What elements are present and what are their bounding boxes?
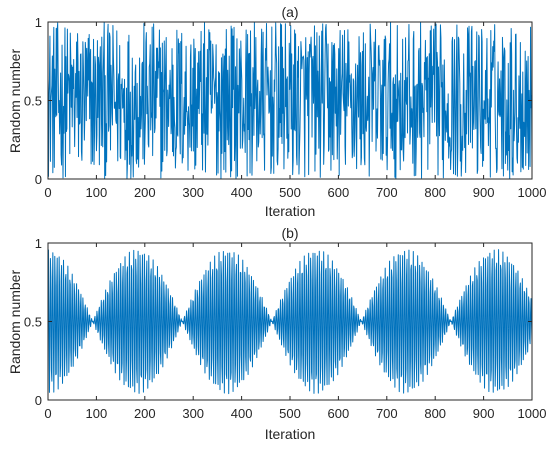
panel-b-x-tick-label: 1000 bbox=[518, 406, 547, 421]
panel-a-x-tick-label: 500 bbox=[279, 185, 301, 200]
panel-a-x-tick-label: 700 bbox=[376, 185, 398, 200]
panel-b-x-tick-label: 600 bbox=[328, 406, 350, 421]
panel-a: (a) Iteration Random number 0 100 200 300 40… bbox=[7, 4, 546, 219]
panel-a-x-tick-label: 1000 bbox=[518, 185, 547, 200]
panel-a-x-tick-label: 100 bbox=[86, 185, 108, 200]
panel-b-ylabel: Random number bbox=[7, 270, 23, 375]
panel-a-x-tick-label: 0 bbox=[44, 185, 51, 200]
panel-a-x-tick-label: 200 bbox=[134, 185, 156, 200]
panel-a-xlabel: Iteration bbox=[265, 203, 316, 219]
panel-a-x-tick-label: 300 bbox=[182, 185, 204, 200]
panel-a-x-tick-label: 400 bbox=[231, 185, 253, 200]
panel-b-x-tick-label: 400 bbox=[231, 406, 253, 421]
panel-b-title: (b) bbox=[281, 225, 298, 241]
panel-b-x-tick-label: 900 bbox=[473, 406, 495, 421]
panel-b-series-line bbox=[47, 249, 533, 395]
panel-b-y-tick-label: 0 bbox=[35, 393, 42, 408]
panel-b-y-tick-label: 0.5 bbox=[24, 315, 42, 330]
panel-b-x-tick-label: 200 bbox=[134, 406, 156, 421]
panel-a-x-tick-label: 800 bbox=[424, 185, 446, 200]
panel-b-x-tick-label: 100 bbox=[86, 406, 108, 421]
panel-b-x-tick-label: 0 bbox=[44, 406, 51, 421]
panel-a-x-tick-label: 600 bbox=[328, 185, 350, 200]
panel-a-title: (a) bbox=[281, 4, 298, 20]
panel-b-x-tick-label: 700 bbox=[376, 406, 398, 421]
panel-a-x-tick-label: 900 bbox=[473, 185, 495, 200]
panel-a-y-tick-label: 0 bbox=[35, 172, 42, 187]
panel-a-ylabel: Random number bbox=[7, 49, 23, 154]
panel-a-y-tick-label: 0.5 bbox=[24, 94, 42, 109]
panel-a-y-tick-label: 1 bbox=[35, 15, 42, 30]
panel-b-xlabel: Iteration bbox=[265, 426, 316, 442]
panel-b-x-tick-label: 300 bbox=[182, 406, 204, 421]
panel-b-x-tick-label: 500 bbox=[279, 406, 301, 421]
panel-b-y-tick-label: 1 bbox=[35, 236, 42, 251]
panel-b-x-tick-label: 800 bbox=[424, 406, 446, 421]
panel-a-series-line bbox=[47, 21, 533, 180]
panel-b: (b) Iteration Random number 0 100 200 300 40… bbox=[7, 225, 546, 442]
